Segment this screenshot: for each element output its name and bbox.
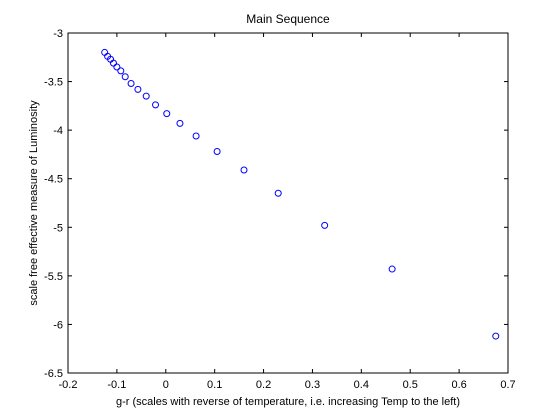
y-tick-label: -4 xyxy=(53,125,63,137)
data-point xyxy=(142,92,150,100)
data-point xyxy=(152,101,160,109)
y-tick-label: -4.5 xyxy=(44,174,63,186)
x-tick-label: 0.5 xyxy=(403,379,418,391)
data-point xyxy=(176,119,184,127)
data-point xyxy=(274,189,282,197)
data-point xyxy=(121,73,129,81)
y-tick-label: -6.5 xyxy=(44,368,63,380)
y-tick-label: -5.5 xyxy=(44,271,63,283)
x-tick-label: 0.4 xyxy=(354,379,369,391)
data-point xyxy=(388,265,396,273)
x-tick-label: 0.2 xyxy=(256,379,271,391)
x-tick-label: -0.2 xyxy=(59,379,78,391)
data-point xyxy=(163,110,171,118)
data-points xyxy=(101,48,500,340)
data-point xyxy=(113,63,121,71)
y-tick-label: -5 xyxy=(53,222,63,234)
y-tick-label: -6 xyxy=(53,319,63,331)
data-point xyxy=(492,332,500,340)
data-point xyxy=(134,85,142,93)
x-tick-label: 0.6 xyxy=(451,379,466,391)
y-tick-label: -3 xyxy=(53,28,63,40)
data-point xyxy=(109,59,117,67)
axis-ticks: -0.2 -0.1 0 0.1 0.2 0.3 0.4 0.5 0.6 0.7 -3 -3.5 -4 -4… xyxy=(44,28,516,391)
y-axis-label: scale free effective measure of Luminosi… xyxy=(28,100,40,306)
data-point xyxy=(213,148,221,156)
x-tick-label: 0 xyxy=(163,379,169,391)
data-point xyxy=(117,67,125,75)
x-axis-label: g-r (scales with reverse of temperature,… xyxy=(116,396,460,408)
chart-title: Main Sequence xyxy=(246,12,330,26)
x-tick-label: 0.1 xyxy=(207,379,222,391)
y-tick-label: -3.5 xyxy=(44,77,63,89)
x-tick-label: -0.1 xyxy=(107,379,126,391)
data-point xyxy=(321,221,329,229)
data-point xyxy=(240,166,248,174)
x-tick-label: 0.3 xyxy=(305,379,320,391)
x-tick-label: 0.7 xyxy=(500,379,515,391)
data-point xyxy=(127,80,135,88)
data-point xyxy=(192,132,200,140)
